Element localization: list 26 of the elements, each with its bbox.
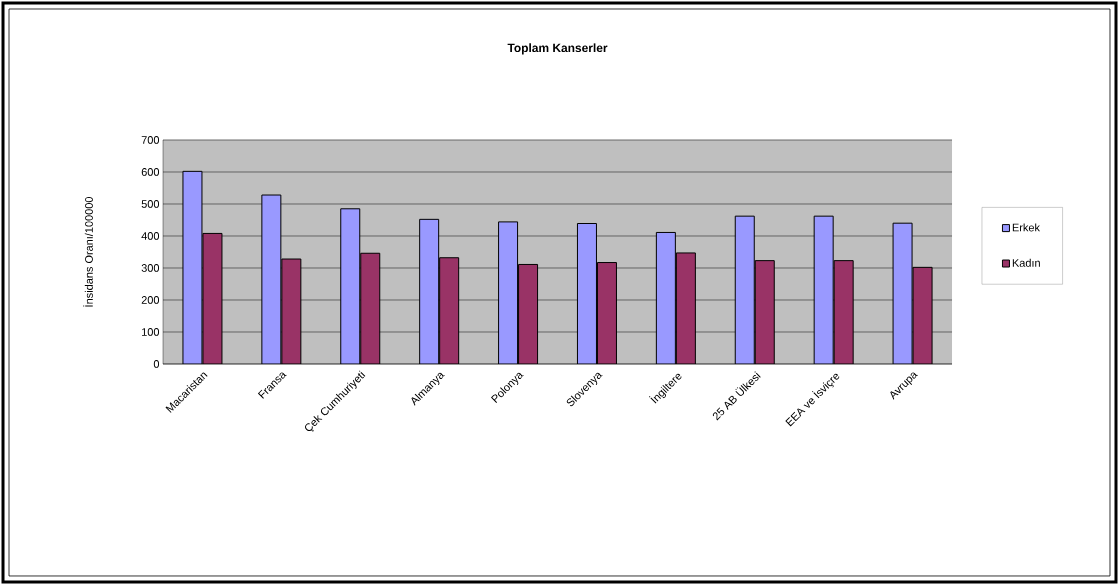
y-tick-label: 300 (141, 264, 160, 272)
y-tick-label: 0 (153, 360, 160, 368)
bar (675, 252, 696, 364)
bar (655, 231, 676, 364)
legend-label: Kadın (1012, 258, 1040, 267)
bar (813, 215, 834, 364)
legend-label: Erkek (1012, 223, 1040, 232)
bar (340, 208, 361, 364)
bar (833, 260, 854, 364)
bar (596, 262, 617, 364)
y-tick-label: 600 (141, 168, 160, 176)
bar (419, 218, 440, 364)
chart-title: Toplam Kanserler (507, 43, 608, 55)
bar (734, 215, 755, 364)
bar (518, 263, 539, 364)
y-tick-label: 400 (141, 232, 160, 240)
bar (754, 260, 775, 364)
y-axis-title: İnsidans Oranı/100000 (83, 197, 93, 307)
bar (576, 223, 597, 364)
y-tick-label: 500 (141, 200, 160, 208)
bar (360, 252, 381, 364)
y-tick-label: 200 (141, 296, 160, 304)
y-tick-label: 100 (142, 328, 160, 336)
bar (498, 221, 519, 364)
bar (439, 257, 460, 364)
y-tick-label: 700 (141, 136, 160, 144)
